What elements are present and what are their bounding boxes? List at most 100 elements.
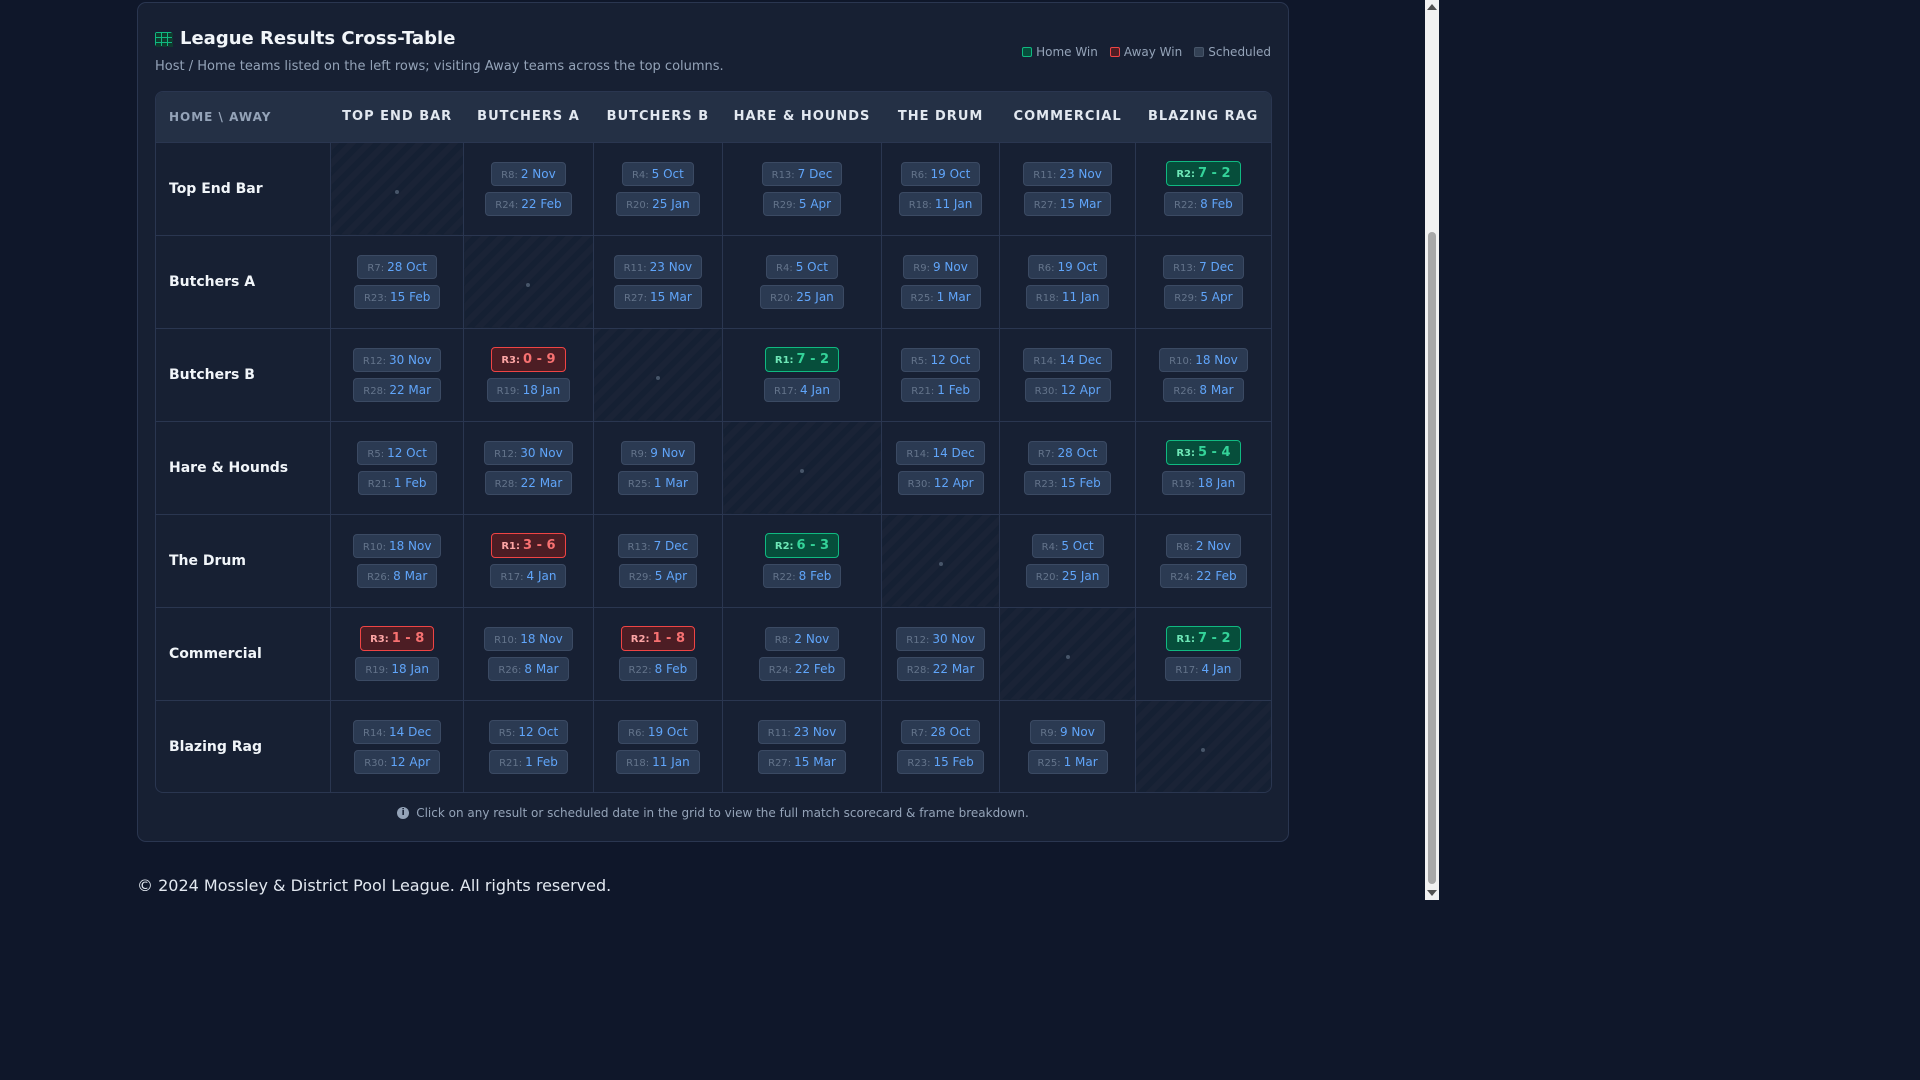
scheduled-date-chip[interactable]: R5: 12 Oct	[900, 347, 981, 372]
scheduled-date-chip[interactable]: R13: 7 Dec	[617, 533, 699, 558]
scheduled-date-chip[interactable]: R24: 22 Feb	[485, 191, 572, 216]
scheduled-date-chip[interactable]: R26: 8 Mar	[1163, 377, 1244, 402]
scroll-up-icon[interactable]	[1427, 4, 1437, 10]
round-label: R27:	[768, 757, 792, 769]
scheduled-date-chip[interactable]: R12: 30 Nov	[484, 440, 573, 465]
away-win-result-chip[interactable]: R3: 0 - 9	[491, 347, 566, 372]
scheduled-date-chip[interactable]: R13: 7 Dec	[761, 161, 843, 186]
scheduled-date-chip[interactable]: R22: 8 Feb	[762, 564, 842, 588]
scheduled-date-chip[interactable]: R23: 15 Feb	[1024, 470, 1111, 495]
home-win-result-chip[interactable]: R1: 7 - 2	[764, 347, 840, 372]
scheduled-date-chip[interactable]: R18: 11 Jan	[616, 749, 700, 774]
fixture-cell: R3: 0 - 9 R19: 18 Jan	[463, 328, 594, 422]
fixture-cell: R5: 12 Oct R21: 1 Feb	[330, 421, 465, 515]
scheduled-date-chip[interactable]: R29: 5 Apr	[1164, 284, 1243, 309]
scheduled-date-chip[interactable]: R19: 18 Jan	[486, 378, 571, 402]
scheduled-date-chip[interactable]: R5: 12 Oct	[488, 719, 569, 744]
scheduled-date-chip[interactable]: R17: 4 Jan	[490, 564, 567, 588]
scheduled-date-chip[interactable]: R20: 25 Jan	[1025, 563, 1110, 588]
scheduled-date-chip[interactable]: R28: 22 Mar	[896, 656, 985, 681]
scheduled-date-chip[interactable]: R4: 5 Oct	[621, 161, 694, 186]
scheduled-date-chip[interactable]: R21: 1 Feb	[489, 749, 568, 774]
scheduled-date-chip[interactable]: R29: 5 Apr	[762, 191, 842, 216]
scheduled-date-chip[interactable]: R26: 8 Mar	[488, 656, 569, 681]
scheduled-date-chip[interactable]: R19: 18 Jan	[355, 657, 439, 681]
scheduled-date-chip[interactable]: R7: 28 Oct	[900, 719, 981, 744]
home-win-result-chip[interactable]: R3: 5 - 4	[1166, 440, 1241, 465]
scheduled-date-chip[interactable]: R12: 30 Nov	[352, 347, 442, 372]
scheduled-date-chip[interactable]: R6: 19 Oct	[1027, 254, 1108, 279]
scheduled-date-chip[interactable]: R29: 5 Apr	[618, 563, 698, 588]
scheduled-date-chip[interactable]: R5: 12 Oct	[357, 440, 437, 465]
scheduled-date-chip[interactable]: R10: 18 Nov	[484, 626, 573, 651]
home-win-result-chip[interactable]: R1: 7 - 2	[1166, 626, 1241, 651]
scheduled-date-chip[interactable]: R11: 23 Nov	[757, 719, 847, 744]
scheduled-date-chip[interactable]: R20: 25 Jan	[760, 284, 844, 309]
scheduled-date-chip[interactable]: R30: 12 Apr	[897, 470, 984, 495]
round-label: R12:	[906, 634, 930, 646]
fixture-value: 8 Mar	[1199, 382, 1234, 397]
scheduled-date-chip[interactable]: R8: 2 Nov	[1166, 533, 1241, 558]
scheduled-date-chip[interactable]: R14: 14 Dec	[1023, 347, 1112, 372]
scheduled-date-chip[interactable]: R24: 22 Feb	[1160, 563, 1247, 588]
scheduled-date-chip[interactable]: R4: 5 Oct	[1031, 533, 1104, 558]
scheduled-date-chip[interactable]: R6: 19 Oct	[900, 161, 981, 186]
scheduled-date-chip[interactable]: R6: 19 Oct	[618, 719, 698, 744]
fixture-value: 3 - 6	[523, 538, 556, 553]
page-scrollbar[interactable]	[1425, 0, 1439, 900]
scheduled-date-chip[interactable]: R18: 11 Jan	[898, 191, 983, 216]
scheduled-date-chip[interactable]: R17: 4 Jan	[1165, 657, 1242, 681]
home-win-result-chip[interactable]: R2: 6 - 3	[764, 533, 840, 558]
away-win-result-chip[interactable]: R2: 1 - 8	[620, 626, 695, 651]
scheduled-date-chip[interactable]: R25: 1 Mar	[617, 470, 698, 495]
scheduled-date-chip[interactable]: R20: 25 Jan	[616, 191, 700, 216]
scheduled-date-chip[interactable]: R30: 12 Apr	[354, 749, 441, 774]
scheduled-date-chip[interactable]: R13: 7 Dec	[1163, 254, 1244, 279]
fixture-value: 25 Jan	[652, 196, 690, 211]
scheduled-date-chip[interactable]: R25: 1 Mar	[1027, 749, 1108, 774]
scheduled-date-chip[interactable]: R30: 12 Apr	[1024, 377, 1111, 402]
scheduled-date-chip[interactable]: R28: 22 Mar	[353, 377, 442, 402]
home-win-result-chip[interactable]: R2: 7 - 2	[1166, 161, 1241, 186]
scheduled-date-chip[interactable]: R21: 1 Feb	[357, 470, 437, 495]
scheduled-date-chip[interactable]: R9: 9 Nov	[903, 254, 978, 279]
scheduled-date-chip[interactable]: R17: 4 Jan	[763, 378, 840, 402]
scheduled-date-chip[interactable]: R8: 2 Nov	[491, 161, 566, 186]
scheduled-date-chip[interactable]: R26: 8 Mar	[357, 563, 438, 588]
scheduled-date-chip[interactable]: R23: 15 Feb	[353, 284, 441, 309]
scheduled-date-chip[interactable]: R9: 9 Nov	[1030, 719, 1105, 744]
scheduled-date-chip[interactable]: R9: 9 Nov	[620, 440, 696, 465]
scheduled-date-chip[interactable]: R8: 2 Nov	[764, 626, 840, 651]
scheduled-date-chip[interactable]: R14: 14 Dec	[353, 719, 442, 744]
scheduled-date-chip[interactable]: R24: 22 Feb	[758, 656, 846, 681]
scheduled-date-chip[interactable]: R22: 8 Feb	[1164, 192, 1243, 216]
scheduled-date-chip[interactable]: R19: 18 Jan	[1161, 471, 1246, 495]
cross-table: HOME \ AWAY TOP END BAR BUTCHERS A BUTCHER…	[155, 91, 1272, 793]
scheduled-date-chip[interactable]: R27: 15 Mar	[758, 749, 846, 774]
scheduled-date-chip[interactable]: R7: 28 Oct	[357, 254, 437, 279]
scheduled-date-chip[interactable]: R14: 14 Dec	[896, 440, 985, 465]
scheduled-date-chip[interactable]: R7: 28 Oct	[1027, 440, 1108, 465]
scheduled-date-chip[interactable]: R28: 22 Mar	[484, 470, 573, 495]
scheduled-date-chip[interactable]: R11: 23 Nov	[613, 254, 703, 279]
scheduled-date-chip[interactable]: R10: 18 Nov	[352, 533, 442, 558]
fixture-value: 12 Apr	[933, 475, 974, 490]
scheduled-date-chip[interactable]: R25: 1 Mar	[900, 284, 981, 309]
scheduled-date-chip[interactable]: R22: 8 Feb	[618, 657, 698, 681]
scheduled-date-chip[interactable]: R27: 15 Mar	[1023, 191, 1112, 216]
scheduled-date-chip[interactable]: R10: 18 Nov	[1159, 347, 1248, 372]
scheduled-date-chip[interactable]: R4: 5 Oct	[766, 254, 838, 279]
round-label: R19:	[1171, 479, 1195, 490]
scheduled-date-chip[interactable]: R11: 23 Nov	[1023, 161, 1112, 186]
away-win-result-chip[interactable]: R1: 3 - 6	[491, 533, 566, 558]
away-win-result-chip[interactable]: R3: 1 - 8	[360, 626, 435, 651]
scheduled-date-chip[interactable]: R27: 15 Mar	[614, 284, 702, 309]
scheduled-date-chip[interactable]: R12: 30 Nov	[896, 626, 985, 651]
fixture-cell: R8: 2 Nov R24: 22 Feb	[1135, 514, 1271, 608]
scheduled-date-chip[interactable]: R23: 15 Feb	[897, 749, 984, 774]
scheduled-date-chip[interactable]: R21: 1 Feb	[901, 377, 980, 402]
scroll-down-icon[interactable]	[1427, 890, 1437, 896]
column-header: BUTCHERS A	[463, 92, 594, 143]
scheduled-date-chip[interactable]: R18: 11 Jan	[1025, 284, 1110, 309]
scroll-thumb[interactable]	[1428, 232, 1436, 884]
